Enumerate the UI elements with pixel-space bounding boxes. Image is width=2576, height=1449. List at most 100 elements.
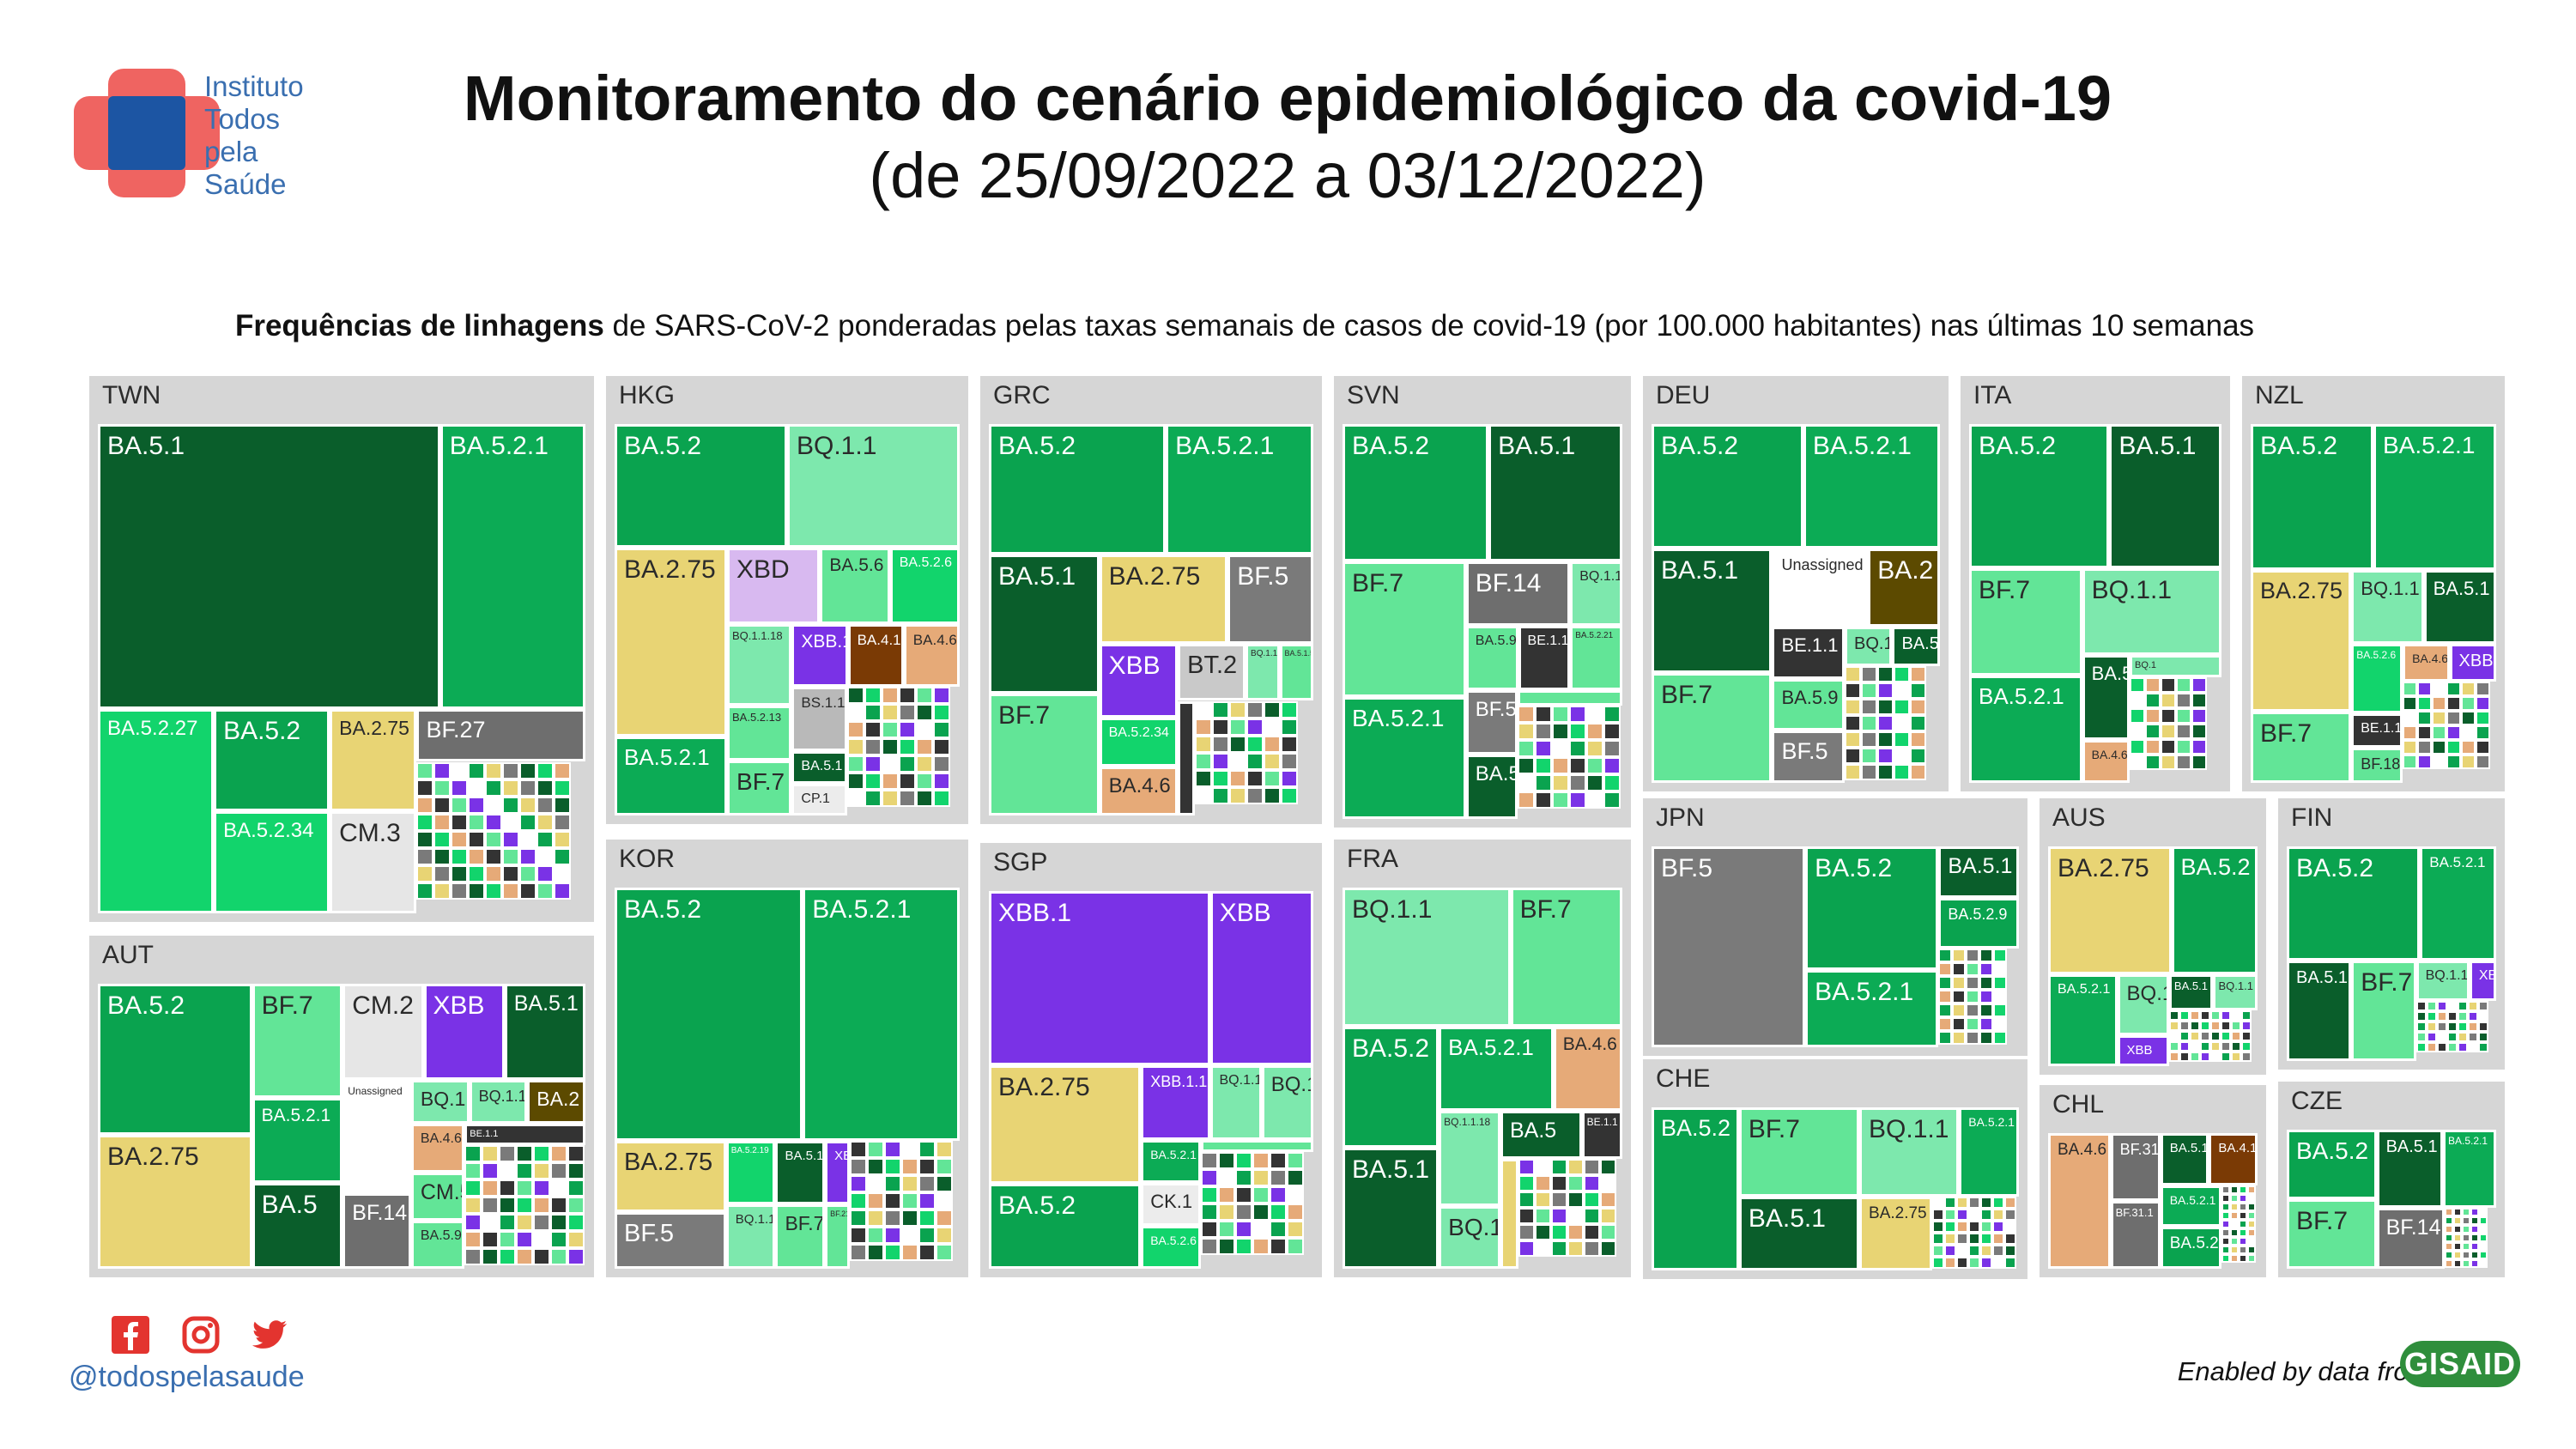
lineage-tile: CM.3 — [330, 811, 417, 913]
minor-lineage-tile — [2453, 1234, 2463, 1243]
lineage-label: BQ.1 — [2134, 660, 2157, 671]
lineage-tile: BA.5.2 — [989, 1184, 1142, 1269]
minor-lineage-tile — [883, 1209, 901, 1227]
minor-lineage-tile — [2189, 1010, 2200, 1022]
minor-lineage-tile — [846, 773, 864, 791]
lineage-label: BA.5.2.1 — [1812, 432, 1912, 460]
lineage-tile: BQ.1.1 — [787, 424, 960, 548]
minor-lineage-tile — [468, 761, 486, 779]
minor-lineage-tile — [932, 721, 950, 739]
lineage-label: BA.5.2 — [624, 895, 702, 924]
minor-lineage-tile — [2476, 711, 2491, 726]
minor-lineage-tile — [2229, 1185, 2239, 1194]
minor-lineage-tile — [2445, 1259, 2454, 1269]
lineage-label: BA.4.6 — [912, 631, 957, 648]
country-panel-chl: CHL BA.4.6 BF.31 BF.31.1 BA.5.1 BA.4.1 BA.5.2.… — [2040, 1085, 2266, 1277]
lineage-tile: BA.5.1.5 — [1279, 644, 1313, 701]
minor-lineage-tile — [2461, 755, 2476, 770]
lineage-tile: BA.5.2 — [1343, 1026, 1440, 1148]
lineage-label: BA.2.75 — [2260, 577, 2343, 603]
minor-lineage-tile — [2230, 1041, 2241, 1052]
lineage-label: BA.4.6 — [2412, 651, 2449, 665]
minor-lineage-tile — [2467, 1001, 2478, 1011]
lineage-label: BF.7 — [2361, 967, 2413, 997]
minor-lineage-tile — [2403, 711, 2418, 726]
lineage-tile — [1178, 700, 1195, 815]
facebook-icon[interactable] — [112, 1316, 149, 1354]
instagram-icon[interactable] — [182, 1316, 220, 1354]
minor-lineage-tile — [2246, 1236, 2256, 1246]
lineage-label: BA.5.2.21 — [1575, 630, 1614, 640]
lineage-tile: BA.5.2 — [214, 709, 330, 812]
minor-lineage-tile — [2246, 1210, 2256, 1220]
minor-lineage-tile — [554, 847, 572, 865]
minor-lineage-tile — [898, 755, 916, 773]
minor-lineage-tile — [567, 1248, 585, 1266]
lineage-tile: BA.4.6 — [410, 1124, 465, 1173]
minor-lineage-tile — [2417, 755, 2433, 770]
minor-lineage-tile — [1218, 1185, 1236, 1203]
enabled-by-label: Enabled by data from: — [2177, 1356, 2438, 1386]
lineage-tile: BA.5.1 — [504, 984, 585, 1080]
lineage-tile: BF.5 — [1772, 731, 1845, 783]
minor-lineage-tile — [2238, 1253, 2247, 1263]
minor-lineage-tile — [1876, 764, 1894, 781]
minor-lineage-tile — [1860, 764, 1877, 781]
lineage-tile: BA.5.1 — [2376, 1130, 2444, 1209]
lineage-label: BA.4.6 — [1108, 773, 1171, 797]
minor-lineage-tile — [1586, 740, 1604, 758]
minor-lineage-tile — [1952, 1017, 1967, 1032]
minor-lineage-tile — [485, 864, 503, 882]
lineage-tile: BA.5.2 — [1652, 1107, 1739, 1270]
lineage-tile: BA.5.1 — [2287, 960, 2352, 1061]
social-handle[interactable]: @todospelasaude — [69, 1361, 305, 1393]
minor-lineage-tile — [1938, 962, 1953, 977]
minor-lineage-tile — [2144, 692, 2161, 708]
lineage-tile: BA.5.2.1 — [615, 737, 728, 815]
lineage-tile: BA.5.2 — [1805, 846, 1939, 970]
minor-lineage-tile — [935, 1157, 953, 1175]
minor-lineage-tile — [2189, 1031, 2200, 1042]
minor-lineage-tile — [866, 1226, 884, 1244]
minor-lineage-tile — [2457, 1042, 2468, 1052]
lineage-tile: BA.5.2.1 — [2420, 846, 2496, 961]
minor-lineage-tile — [1218, 1151, 1236, 1169]
minor-lineage-tile — [516, 1197, 534, 1215]
twitter-icon[interactable] — [251, 1316, 288, 1354]
minor-lineage-tile — [1552, 757, 1570, 775]
lineage-label: BA.5.1 — [2173, 979, 2208, 993]
minor-lineage-tile — [1966, 1017, 1980, 1032]
minor-lineage-tile — [1569, 740, 1587, 758]
lineage-tile: BA.5.2.1 — [1439, 1026, 1554, 1112]
minor-lineage-tile — [2462, 1242, 2471, 1252]
lineage-label: BA.5.2.19 — [730, 1145, 769, 1155]
minor-lineage-tile — [2240, 1031, 2252, 1042]
lineage-tile: BA.5.9 — [1465, 625, 1518, 690]
minor-lineage-tile — [2462, 1259, 2471, 1269]
lineage-tile: BA.5.2 — [98, 984, 252, 1135]
minor-lineage-tile — [485, 847, 503, 865]
minor-lineage-tile — [1860, 731, 1877, 749]
minor-lineage-tile — [554, 761, 572, 779]
country-panel-deu: DEU BA.5.2 BA.5.2.1 BA.5.1 BF.7 Unassigned BA.… — [1643, 376, 1949, 791]
lineage-tile: BA.5.2.34 — [214, 811, 330, 913]
lineage-tile: XBD — [727, 547, 821, 624]
lineage-tile: BF.7 — [2351, 960, 2416, 1061]
lineage-tile: BA.5.2.13 — [727, 706, 792, 761]
lineage-label: BA.5.2.1 — [2058, 982, 2111, 997]
lineage-label: BA.5.2.1 — [2429, 854, 2486, 870]
description-bold: Frequências de linhagens — [234, 309, 604, 343]
minor-lineage-tile — [935, 1140, 953, 1158]
minor-lineage-tile — [468, 779, 486, 797]
lineage-tile: BQ.1.1 — [2213, 974, 2258, 1011]
lineage-label: BQ.1.1 — [1219, 1073, 1262, 1088]
lineage-tile: BF.5 — [615, 1211, 726, 1269]
minor-lineage-tile — [2477, 1011, 2488, 1022]
minor-lineage-tile — [1518, 1208, 1535, 1225]
lineage-label: CK.1 — [1150, 1191, 1193, 1213]
minor-lineage-tile — [464, 1179, 482, 1197]
minor-lineage-tile — [1218, 1203, 1236, 1221]
minor-lineage-tile — [536, 882, 555, 900]
lineage-label: XBB — [2126, 1043, 2153, 1058]
minor-lineage-tile — [2220, 1021, 2231, 1032]
